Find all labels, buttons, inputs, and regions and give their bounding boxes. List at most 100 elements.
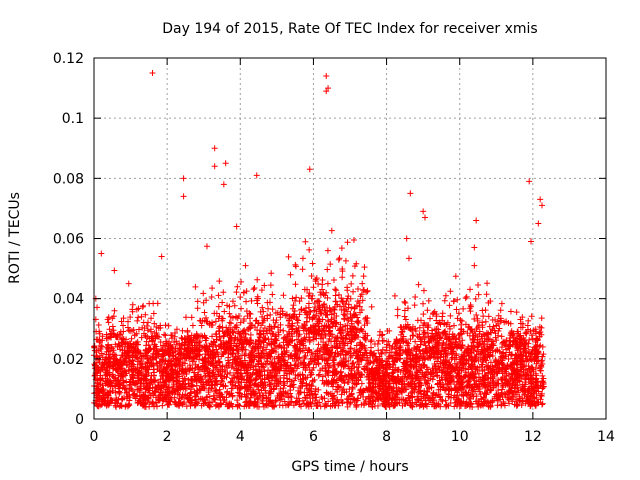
data-point [138,313,145,320]
data-point [96,328,103,335]
data-point [162,378,169,385]
data-point [104,400,111,407]
data-point [114,362,121,369]
data-point [116,342,123,349]
data-point [111,331,118,338]
data-point [144,319,151,326]
data-point [123,362,130,369]
data-point [164,347,171,354]
data-point [150,366,157,373]
data-point [234,397,241,404]
data-point [126,358,133,365]
data-point [153,324,160,331]
data-point [138,365,145,372]
data-point [103,335,110,342]
data-point [179,327,186,334]
data-point [140,302,147,309]
data-point [208,385,215,392]
data-point [106,372,113,379]
data-point [105,399,112,406]
data-point [161,382,168,389]
data-point [156,334,163,341]
data-point [110,347,117,354]
data-point [110,313,117,320]
data-point [124,324,131,331]
data-point [180,352,187,359]
data-point [119,353,126,360]
data-point [123,378,130,385]
data-point [116,390,123,397]
data-point [129,366,136,373]
data-point [154,365,161,372]
data-point [189,358,196,365]
data-point [130,368,137,375]
data-point [126,402,133,409]
data-point [161,331,168,338]
data-point [140,330,147,337]
data-points [91,70,547,410]
data-point [188,397,195,404]
data-point [97,402,104,409]
data-point [150,310,157,317]
data-point [130,379,137,386]
data-point [134,372,141,379]
data-point [251,381,258,388]
data-point [213,346,220,353]
data-point [165,370,172,377]
data-point [176,373,183,380]
data-point [181,375,188,382]
data-point [209,285,216,292]
data-point [152,377,159,384]
data-point [190,369,197,376]
data-point [156,358,163,365]
data-point [181,339,188,346]
data-point [175,360,182,367]
data-point [140,380,147,387]
data-point [91,365,98,372]
data-point [173,382,180,389]
data-point [155,325,162,332]
data-point [128,335,135,342]
data-point [104,367,111,374]
data-point [122,372,129,379]
data-point [97,342,104,349]
data-point [213,387,220,394]
data-point [116,385,123,392]
data-point [131,392,138,399]
data-point [127,314,134,321]
data-point [280,292,287,299]
data-point [120,322,127,329]
data-point [130,341,137,348]
data-point [164,373,171,380]
data-point [144,327,151,334]
data-point [116,381,123,388]
data-point [134,386,141,393]
data-point [123,352,130,359]
data-point [176,340,183,347]
data-point [183,351,190,358]
data-point [162,357,169,364]
data-point [187,350,194,357]
data-point [98,350,105,357]
data-point [176,350,183,357]
data-point [149,384,156,391]
data-point [145,395,152,402]
data-point [99,337,106,344]
data-point [192,344,199,351]
data-point [111,351,118,358]
data-point [183,403,190,410]
data-point [129,371,136,378]
data-point [159,402,166,409]
data-point [99,375,106,382]
data-point [161,361,168,368]
data-point [169,335,176,342]
data-point [131,365,138,372]
data-point [247,311,254,318]
data-point [109,387,116,394]
data-point [125,327,132,334]
data-point [128,386,135,393]
data-point [124,348,131,355]
data-point [174,377,181,384]
data-point [238,305,245,312]
